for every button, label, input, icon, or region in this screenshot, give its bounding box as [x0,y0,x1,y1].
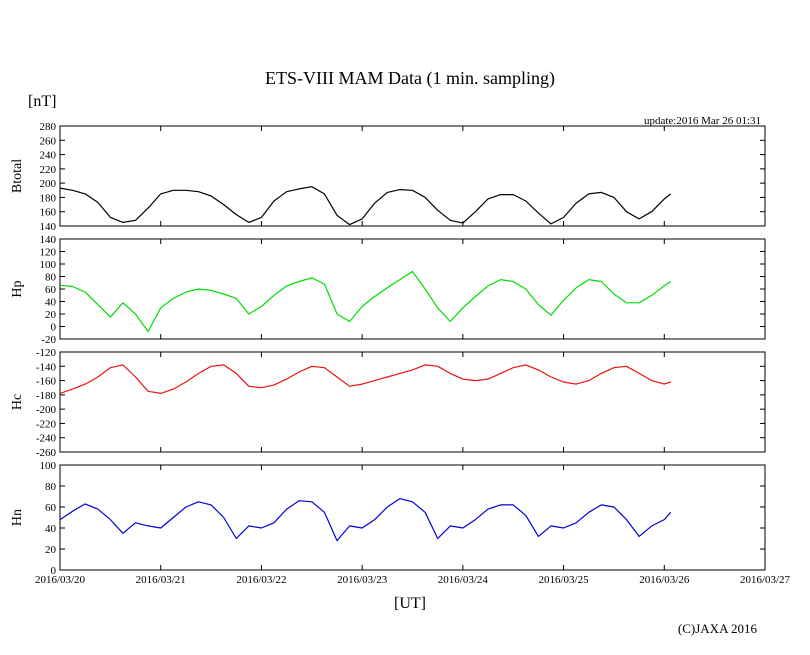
hn-panel-frame [59,464,766,571]
btotal-series-line [59,186,672,226]
hc-panel-frame [59,351,766,453]
hc-axis-label: Hc [10,394,25,410]
unit-label: [nT] [28,93,56,110]
chart-panels: 140160180200220240260280Btotal-200204060… [10,121,791,586]
x-tick-label: 2016/03/22 [236,574,286,586]
x-tick-label: 2016/03/20 [35,574,86,586]
x-tick-label: 2016/03/23 [337,574,388,586]
btotal-ytick-label: 280 [40,121,57,133]
hn-series-line [59,498,672,542]
x-tick-label: 2016/03/25 [539,574,590,586]
hc-ytick-label: -120 [36,347,57,359]
btotal-ytick-label: 200 [40,178,57,190]
x-axis-label: [UT] [394,595,426,612]
x-tick-label: 2016/03/21 [136,574,186,586]
hn-ytick-label: 20 [45,544,57,556]
x-tick-label: 2016/03/24 [438,574,489,586]
btotal-axis-label: Btotal [10,159,25,193]
hp-ytick-label: 100 [40,259,57,271]
btotal-ytick-label: 160 [40,207,57,219]
hc-ytick-label: -260 [36,447,57,459]
btotal-ytick-label: 220 [40,164,57,176]
hc-ytick-label: -160 [36,376,57,388]
hn-ytick-label: 100 [40,460,57,472]
chart-title: ETS-VIII MAM Data (1 min. sampling) [265,68,555,89]
x-tick-label: 2016/03/27 [740,574,791,586]
copyright-text: (C)JAXA 2016 [678,621,758,636]
hn-ytick-label: 0 [51,565,57,577]
hp-ytick-label: 80 [45,272,57,284]
hp-ytick-label: 40 [45,297,57,309]
btotal-ytick-label: 240 [40,150,57,162]
hn-axis-label: Hn [10,509,25,526]
hp-ytick-label: 140 [40,234,57,246]
hp-ytick-label: 0 [51,322,57,334]
hp-axis-label: Hp [10,280,25,297]
update-timestamp: update:2016 Mar 26 01:31 [644,115,761,127]
hc-series-line [59,364,671,394]
hp-ytick-label: 60 [45,284,57,296]
hn-ytick-label: 80 [45,481,57,493]
btotal-ytick-label: 260 [40,135,57,147]
hc-ytick-label: -140 [36,361,57,373]
x-tick-label: 2016/03/26 [639,574,690,586]
hc-ytick-label: -200 [36,404,57,416]
hp-ytick-label: -20 [41,334,56,346]
hc-ytick-label: -240 [36,433,57,445]
hn-ytick-label: 60 [45,502,57,514]
hc-ytick-label: -180 [36,390,57,402]
btotal-ytick-label: 140 [40,221,57,233]
hp-ytick-label: 120 [40,247,57,259]
hp-series-line [59,270,672,333]
btotal-panel-frame [59,125,766,227]
hn-ytick-label: 40 [45,523,57,535]
hp-ytick-label: 20 [45,309,57,321]
hc-ytick-label: -220 [36,418,57,430]
btotal-ytick-label: 180 [40,192,57,204]
